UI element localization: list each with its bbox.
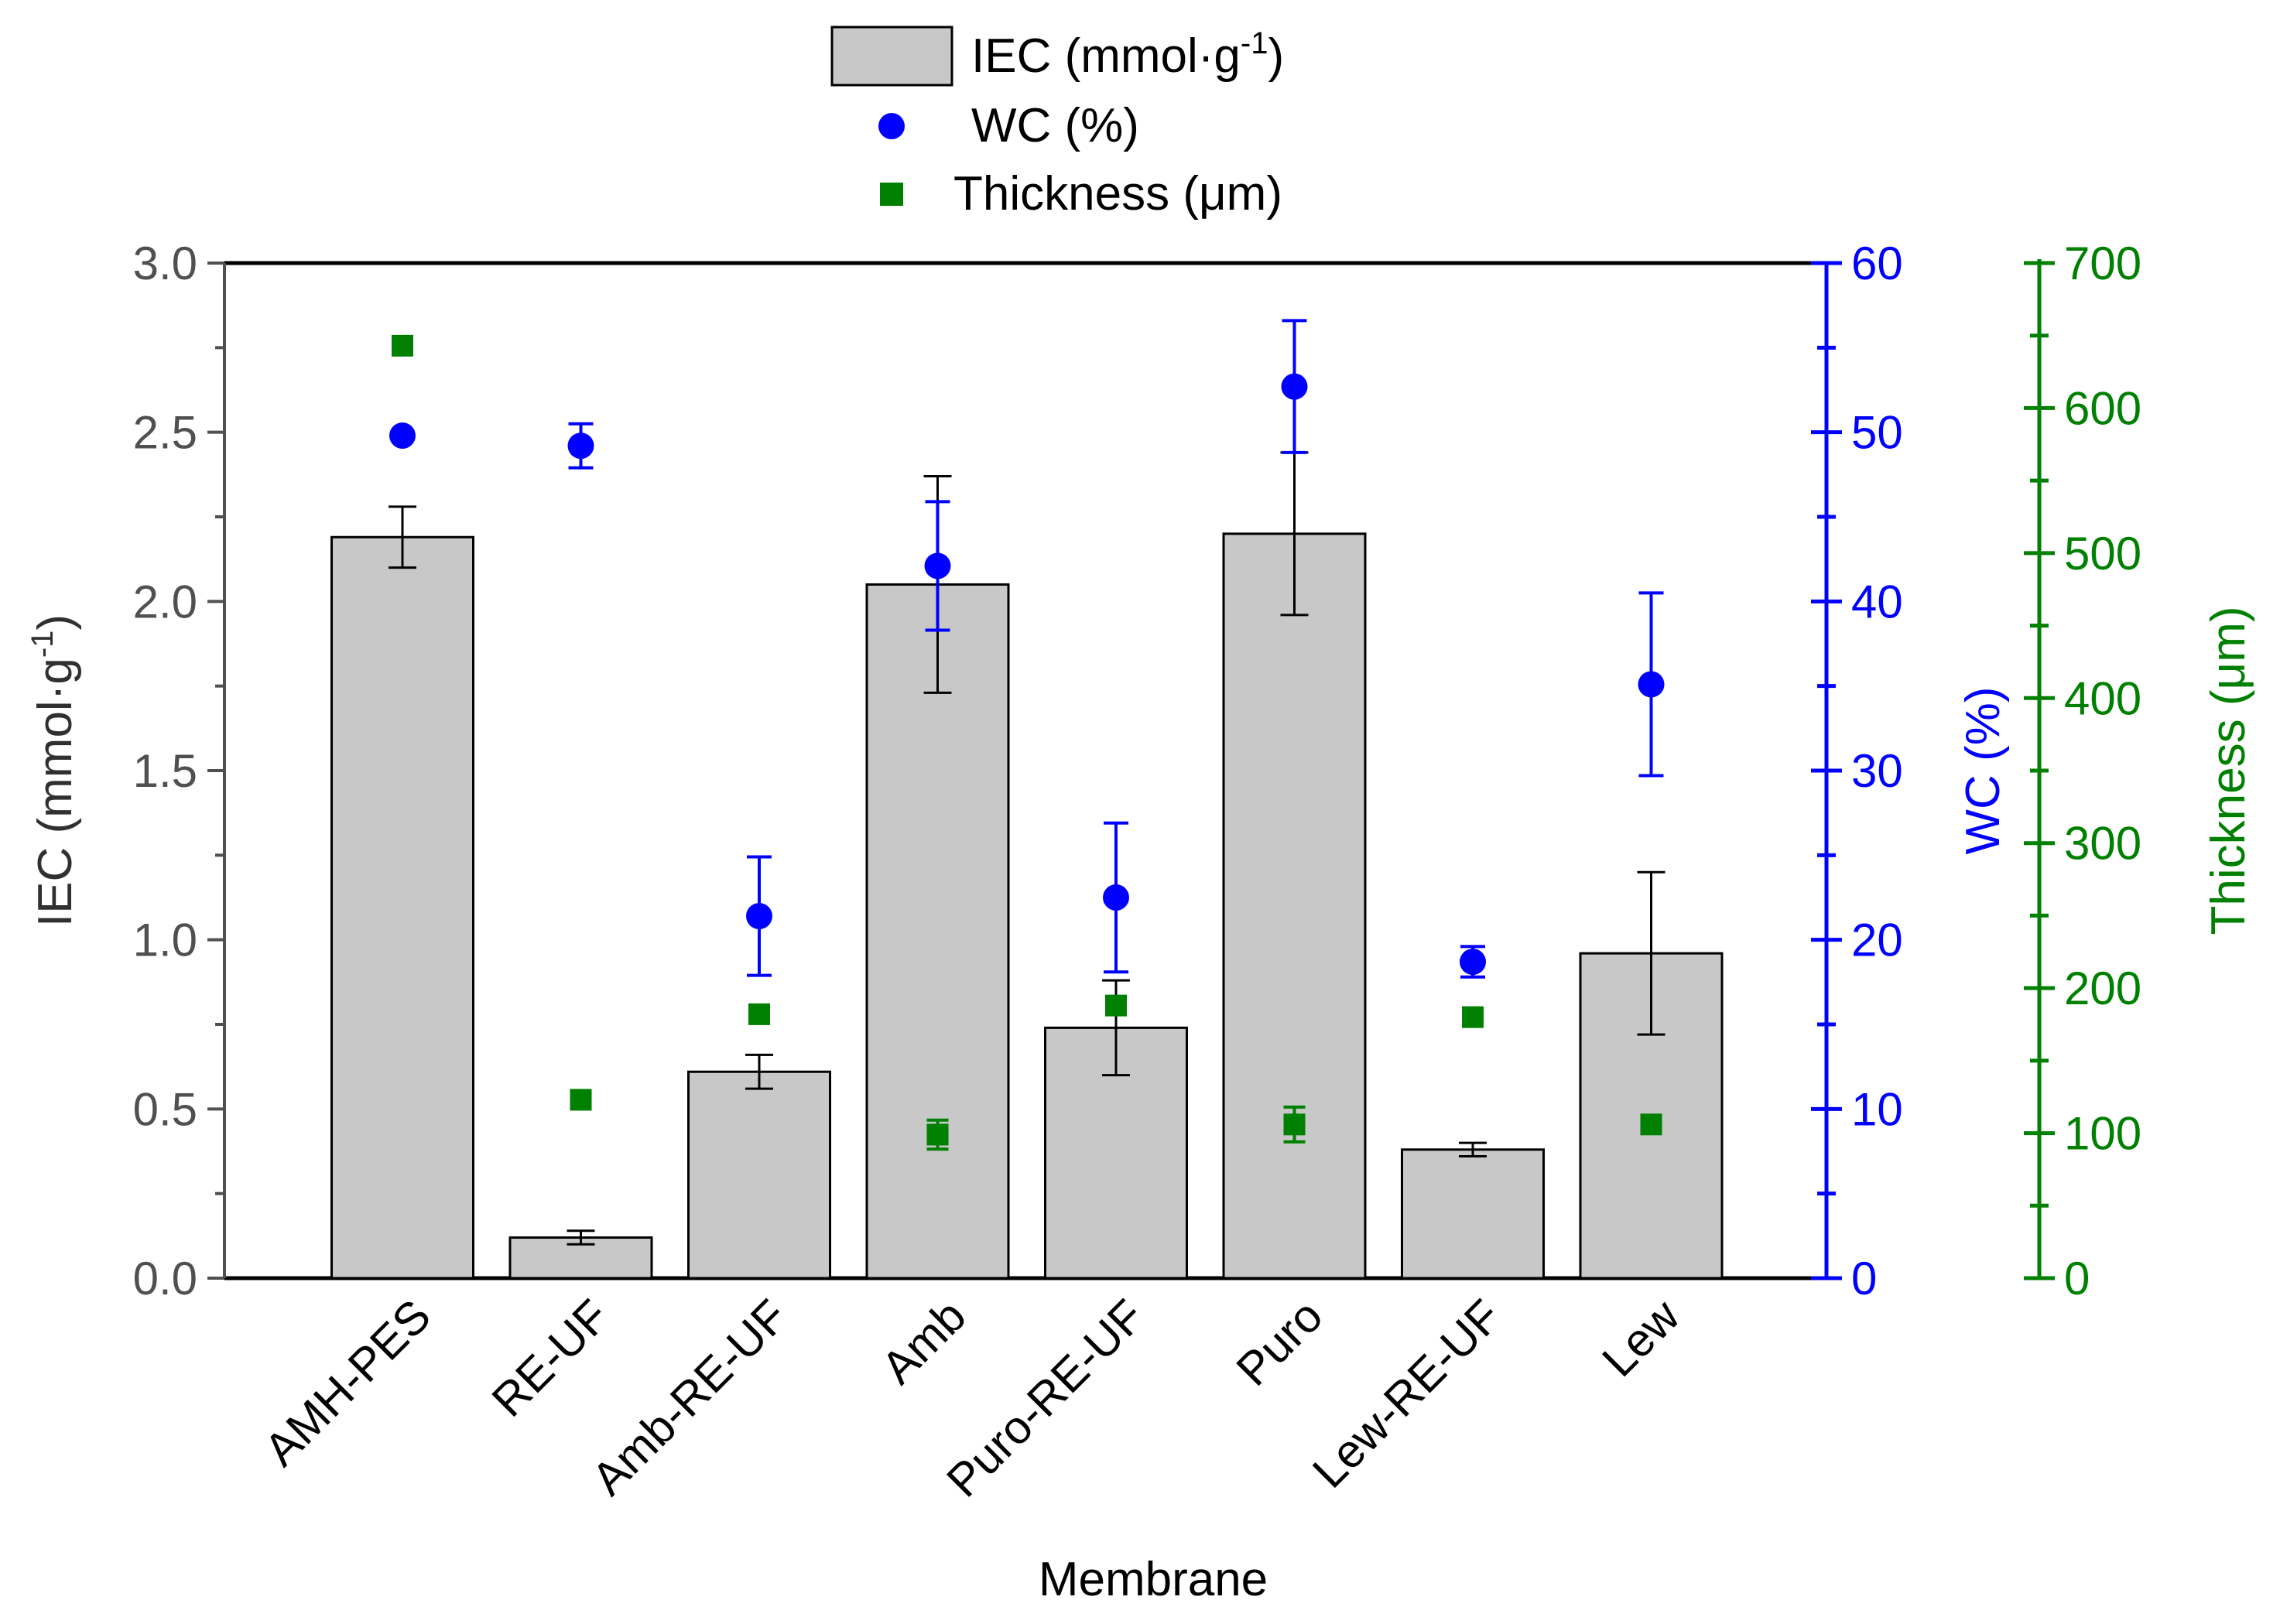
thickness-axis-title: Thickness (μm)	[2202, 607, 2255, 935]
thickness-point	[392, 334, 413, 357]
wc-tick-label: 60	[1851, 238, 1903, 289]
thickness-point	[1640, 1113, 1662, 1136]
wc-point	[567, 432, 594, 460]
thickness-tick-label: 600	[2064, 382, 2141, 434]
wc-point	[924, 552, 951, 580]
iec-axis-title: IEC (mmol·g-1)	[26, 614, 82, 927]
thickness-tick-label: 0	[2064, 1253, 2090, 1304]
iec-bar	[865, 583, 1010, 1280]
wc-axis-title: WC (%)	[1956, 687, 2010, 855]
iec-tick-label: 1.5	[133, 745, 197, 797]
thickness-tick-label: 300	[2064, 818, 2141, 870]
iec-tick-label: 3.0	[133, 238, 197, 289]
legend-iec-swatch	[830, 26, 953, 87]
thickness-point	[926, 1123, 949, 1146]
wc-point	[1638, 671, 1665, 698]
wc-tick-label: 20	[1851, 915, 1903, 966]
iec-tick-label: 2.5	[133, 407, 197, 459]
wc-point	[389, 422, 416, 450]
wc-tick-label: 0	[1851, 1253, 1877, 1304]
thickness-points	[392, 334, 1662, 1151]
thickness-point	[570, 1089, 592, 1111]
thickness-tick-label: 700	[2064, 238, 2141, 289]
iec-bar	[330, 535, 474, 1280]
iec-bar	[1222, 532, 1367, 1280]
thickness-tick-label: 500	[2064, 528, 2141, 580]
thickness-point	[1283, 1113, 1306, 1136]
legend-thickness-marker	[880, 183, 903, 206]
thickness-tick-label: 200	[2064, 962, 2141, 1014]
wc-tick-label: 30	[1851, 745, 1903, 797]
legend: IEC (mmol·g-1) WC (%) Thickness (μm)	[830, 26, 1284, 221]
wc-tick-label: 40	[1851, 576, 1903, 627]
wc-point	[746, 903, 772, 930]
iec-axis: 0.0 0.5 1.0 1.5 2.0 2.5 3.0	[133, 238, 224, 1304]
legend-thickness-label: Thickness (μm)	[953, 167, 1282, 221]
iec-bar	[687, 1070, 831, 1280]
wc-tick-label: 10	[1851, 1083, 1903, 1135]
wc-point	[1103, 884, 1129, 911]
legend-iec-label: IEC (mmol·g-1)	[971, 26, 1284, 83]
iec-tick-label: 2.0	[133, 576, 197, 627]
thickness-tick-label: 400	[2064, 672, 2141, 724]
thickness-point	[748, 1003, 770, 1025]
iec-bar	[1401, 1148, 1545, 1280]
x-axis-title: Membrane	[1039, 1553, 1268, 1606]
legend-wc-label: WC (%)	[971, 99, 1139, 152]
wc-points	[389, 319, 1665, 979]
wc-tick-label: 50	[1851, 407, 1903, 459]
thickness-point	[1462, 1006, 1484, 1028]
wc-point	[1281, 373, 1308, 400]
wc-axis: 0 10 20 30 40 50 60	[1811, 238, 1903, 1304]
legend-wc-marker	[878, 113, 905, 139]
wc-point	[1460, 949, 1486, 976]
thickness-point	[1105, 994, 1127, 1017]
iec-tick-label: 0.5	[133, 1083, 197, 1135]
thickness-tick-label: 100	[2064, 1108, 2141, 1160]
thickness-axis: 0 100 200 300 400 500 600 700	[2024, 238, 2141, 1304]
iec-tick-label: 1.0	[133, 915, 197, 966]
iec-tick-label: 0.0	[133, 1253, 197, 1304]
